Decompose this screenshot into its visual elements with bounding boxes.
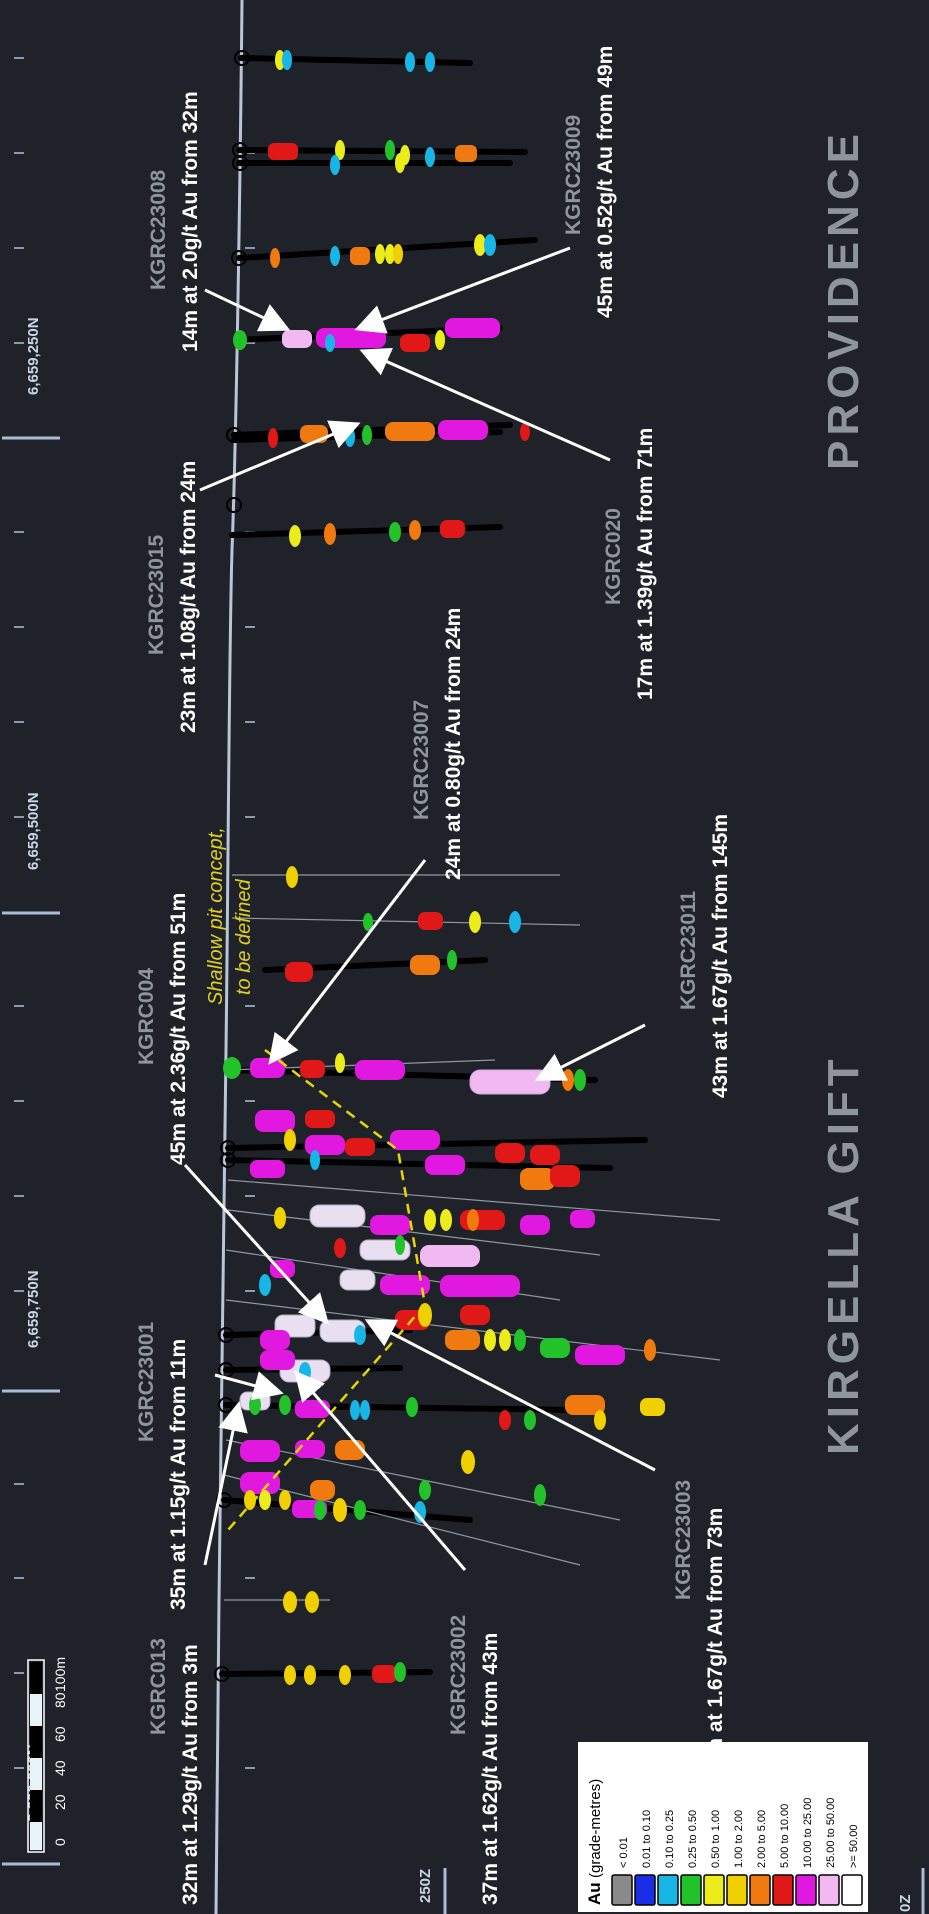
legend-subtitle: (grade-metres) [587,1779,604,1878]
legend-item-label: 1.00 to 2.00 [733,1810,745,1868]
northing-markers [2,436,60,1866]
legend-swatch [772,1874,794,1906]
hole-label: KGRC020 [602,508,625,605]
hole-label: KGRC23002 [447,1615,470,1735]
hole-label: KGRC23011 [677,891,700,1010]
pit-outline [227,1049,427,1531]
scale-tick-20: 20 [52,1794,68,1810]
scale-bar [27,1659,45,1853]
axis-ticks-left [14,57,24,1769]
intercept-label: 43m at 1.67g/t Au from 73m [704,1508,727,1780]
intercept-label: 45m at 2.36g/t Au from 51m [167,893,190,1165]
elevation-label: 250Z [417,1869,434,1903]
hole-label: KGRC23007 [410,700,433,820]
hole-label: KGRC23008 [147,169,170,290]
scale-tick-0: 0 [52,1838,68,1846]
hole-collars [214,50,250,1682]
intercept-label: 23m at 1.08g/t Au from 24m [177,461,200,733]
legend-item-label: 2.00 to 5.00 [756,1810,768,1868]
intercept-label: 45m at 0.52g/t Au from 49m [594,46,617,318]
site-title-kirgella-gift: KIRGELLA GIFT [819,1054,868,1455]
assay-intervals [223,50,665,1685]
legend-item-label: 10.00 to 25.00 [802,1798,814,1868]
pit-note-line2: to be defined [233,878,255,995]
intercept-label: 24m at 0.80g/t Au from 24m [442,608,465,880]
scale-tick-100: 100m [52,1657,68,1692]
hole-label: KGRC013 [147,1638,170,1735]
legend-swatch [726,1874,748,1906]
hole-label: KGRC23001 [135,1321,158,1442]
hole-label: KGRC23003 [672,1480,695,1600]
legend-item-label: 0.50 to 1.00 [710,1810,722,1868]
legend-swatch [703,1874,725,1906]
legend-item-label: < 0.01 [618,1837,630,1868]
intercept-label: 17m at 1.39g/t Au from 71m [634,428,657,700]
intercept-label: 43m at 1.67g/t Au from 145m [709,814,732,1098]
scale-tick-80: 80 [52,1692,68,1708]
hole-label: KGRC004 [135,968,158,1065]
legend-item-label: 0.25 to 0.50 [687,1810,699,1868]
bottom-elevation-label: 0Z [897,1894,914,1912]
northing-label: 6,659,750N [25,1270,42,1348]
legend-item-label: 0.10 to 0.25 [664,1810,676,1868]
legend-item-label: 25.00 to 50.00 [825,1798,837,1868]
intercept-label: 37m at 1.62g/t Au from 43m [479,1633,502,1905]
site-title-providence: PROVIDENCE [819,129,868,470]
hole-label: KGRC23009 [562,115,585,235]
legend-swatch [795,1874,817,1906]
legend-swatch [657,1874,679,1906]
intercept-label: 32m at 1.29g/t Au from 3m [179,1644,202,1905]
northing-label: 6,659,250N [25,317,42,395]
callout-arrows [183,246,656,1571]
pit-note-line1: Shallow pit concept, [205,827,227,1005]
legend-title: Au [585,1882,604,1905]
hole-label: KGRC23015 [145,534,168,655]
faint-hole-traces [223,874,721,1601]
legend-swatch [749,1874,771,1906]
legend-swatches: < 0.01 0.01 to 0.10 0.10 to 0.25 0.25 to 0.… [611,1798,863,1906]
intercept-label: 14m at 2.0g/t Au from 32m [179,91,202,352]
legend-swatch [841,1874,863,1906]
legend-swatch [818,1874,840,1906]
scale-tick-40: 40 [52,1760,68,1776]
legend-swatch [680,1874,702,1906]
intercept-labels: 32m at 1.29g/t Au from 3m 37m at 1.62g/t… [167,46,732,1905]
legend-item-label: >= 50.00 [848,1825,860,1868]
hole-labels: KGRC013 KGRC23002 KGRC23001 KGRC23003 KG… [135,115,700,1735]
legend-item-label: 5.00 to 10.00 [779,1804,791,1868]
legend-swatch [611,1874,633,1906]
scale-tick-60: 60 [52,1726,68,1742]
legend-item-label: 0.01 to 0.10 [641,1810,653,1868]
northing-label: 6,659,500N [25,792,42,870]
legend-swatch [634,1874,656,1906]
intercept-label: 35m at 1.15g/t Au from 11m [167,1339,190,1610]
